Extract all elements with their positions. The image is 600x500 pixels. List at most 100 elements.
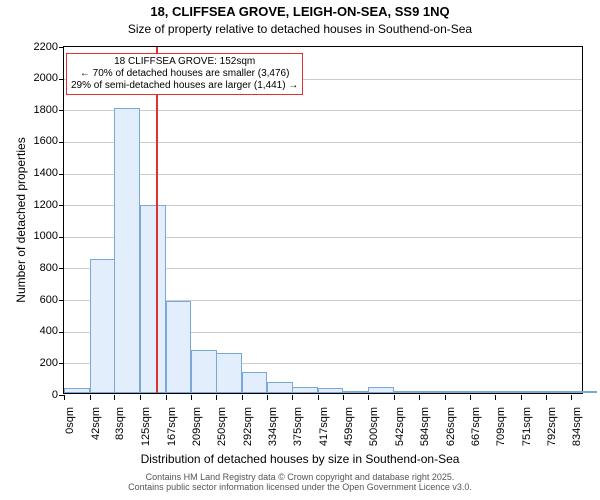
- x-tick-label: 334sqm: [267, 407, 279, 455]
- x-tick: [495, 395, 496, 400]
- gridline-h: [64, 142, 582, 143]
- y-tick: [59, 363, 64, 364]
- annotation-line: 29% of semi-detached houses are larger (…: [71, 80, 298, 92]
- x-tick: [140, 395, 141, 400]
- y-tick-label: 1600: [24, 135, 58, 147]
- histogram-bar: [216, 353, 242, 393]
- histogram-bar: [267, 382, 293, 393]
- x-tick: [571, 395, 572, 400]
- y-tick: [59, 300, 64, 301]
- x-tick-label: 167sqm: [166, 407, 178, 455]
- histogram-bar: [318, 388, 344, 393]
- x-tick: [191, 395, 192, 400]
- x-tick-label: 542sqm: [394, 407, 406, 455]
- x-tick: [419, 395, 420, 400]
- marker-line: [156, 47, 158, 393]
- x-tick-label: 709sqm: [495, 407, 507, 455]
- x-tick-label: 459sqm: [343, 407, 355, 455]
- x-tick: [521, 395, 522, 400]
- x-tick: [368, 395, 369, 400]
- y-axis-label: Number of detached properties: [14, 46, 28, 394]
- histogram-bar: [64, 388, 90, 393]
- title-line-2: Size of property relative to detached ho…: [0, 22, 600, 36]
- histogram-bar: [114, 108, 140, 393]
- x-tick: [267, 395, 268, 400]
- y-tick: [59, 110, 64, 111]
- x-tick-label: 584sqm: [419, 407, 431, 455]
- y-tick-label: 800: [24, 262, 58, 274]
- y-tick: [59, 174, 64, 175]
- x-tick-label: 250sqm: [216, 407, 228, 455]
- y-tick: [59, 79, 64, 80]
- chart-figure: 18, CLIFFSEA GROVE, LEIGH-ON-SEA, SS9 1N…: [0, 0, 600, 500]
- x-tick-label: 792sqm: [546, 407, 558, 455]
- footer-line: Contains public sector information licen…: [128, 482, 472, 492]
- x-tick-label: 626sqm: [445, 407, 457, 455]
- x-tick-label: 834sqm: [571, 407, 583, 455]
- x-tick: [343, 395, 344, 400]
- x-tick: [470, 395, 471, 400]
- histogram-bar: [343, 391, 369, 393]
- histogram-bar: [166, 301, 192, 393]
- y-tick-label: 0: [24, 389, 58, 401]
- histogram-bar: [571, 391, 597, 393]
- x-tick-label: 42sqm: [90, 407, 102, 455]
- gridline-h: [64, 110, 582, 111]
- y-tick: [59, 332, 64, 333]
- x-tick-label: 417sqm: [318, 407, 330, 455]
- y-tick: [59, 268, 64, 269]
- x-tick: [114, 395, 115, 400]
- y-tick-label: 1800: [24, 104, 58, 116]
- histogram-bar: [191, 350, 217, 393]
- annotation-line: 18 CLIFFSEA GROVE: 152sqm: [71, 56, 298, 68]
- y-tick-label: 2200: [24, 41, 58, 53]
- histogram-bar: [140, 205, 166, 393]
- y-tick-label: 1400: [24, 167, 58, 179]
- x-tick: [394, 395, 395, 400]
- histogram-bar: [445, 391, 471, 393]
- y-tick-label: 1000: [24, 230, 58, 242]
- y-tick-label: 400: [24, 325, 58, 337]
- x-tick: [166, 395, 167, 400]
- x-tick-label: 209sqm: [191, 407, 203, 455]
- y-tick-label: 1200: [24, 199, 58, 211]
- histogram-bar: [495, 391, 521, 393]
- x-tick: [318, 395, 319, 400]
- plot-area: 0200400600800100012001400160018002000220…: [63, 46, 583, 394]
- x-tick-label: 292sqm: [242, 407, 254, 455]
- histogram-bar: [546, 391, 572, 393]
- histogram-bar: [292, 387, 318, 393]
- x-tick: [546, 395, 547, 400]
- x-tick: [242, 395, 243, 400]
- x-tick-label: 667sqm: [470, 407, 482, 455]
- y-tick: [59, 142, 64, 143]
- title-line-1: 18, CLIFFSEA GROVE, LEIGH-ON-SEA, SS9 1N…: [0, 4, 600, 19]
- histogram-bar: [368, 387, 394, 393]
- histogram-bar: [242, 372, 268, 393]
- annotation-line: ← 70% of detached houses are smaller (3,…: [71, 68, 298, 80]
- y-tick: [59, 237, 64, 238]
- x-tick-label: 751sqm: [521, 407, 533, 455]
- x-tick: [445, 395, 446, 400]
- y-tick-label: 600: [24, 294, 58, 306]
- y-tick: [59, 205, 64, 206]
- x-tick-label: 375sqm: [292, 407, 304, 455]
- x-tick-label: 83sqm: [114, 407, 126, 455]
- y-tick-label: 2000: [24, 72, 58, 84]
- attribution-footer: Contains HM Land Registry data © Crown c…: [0, 472, 600, 492]
- x-tick: [216, 395, 217, 400]
- x-tick: [90, 395, 91, 400]
- footer-line: Contains HM Land Registry data © Crown c…: [146, 472, 455, 482]
- histogram-bar: [521, 391, 547, 393]
- x-tick-label: 0sqm: [64, 407, 76, 455]
- y-tick: [59, 47, 64, 48]
- histogram-bar: [419, 391, 445, 393]
- marker-annotation: 18 CLIFFSEA GROVE: 152sqm← 70% of detach…: [66, 53, 303, 95]
- x-tick: [64, 395, 65, 400]
- y-tick-label: 200: [24, 357, 58, 369]
- histogram-bar: [90, 259, 116, 393]
- x-tick-label: 500sqm: [368, 407, 380, 455]
- x-tick-label: 125sqm: [140, 407, 152, 455]
- histogram-bar: [470, 391, 496, 393]
- histogram-bar: [394, 391, 420, 393]
